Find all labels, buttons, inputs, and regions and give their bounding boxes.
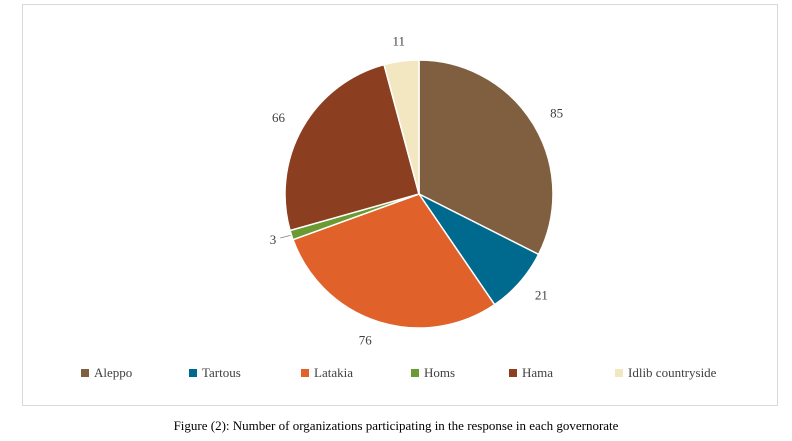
legend: Aleppo Tartous Latakia Homs Hama Idlib countr… bbox=[23, 365, 779, 389]
legend-item-tartous: Tartous bbox=[189, 365, 241, 381]
legend-swatch-homs bbox=[411, 369, 419, 377]
figure-caption: Figure (2): Number of organizations part… bbox=[173, 418, 619, 433]
data-label-aleppo: 85 bbox=[550, 105, 563, 120]
legend-label-tartous: Tartous bbox=[202, 365, 241, 380]
legend-item-idlib-countryside: Idlib countryside bbox=[615, 365, 716, 381]
legend-label-idlib-countryside: Idlib countryside bbox=[628, 365, 717, 380]
data-label-homs: 3 bbox=[270, 232, 277, 247]
legend-label-aleppo: Aleppo bbox=[94, 365, 133, 380]
data-label-idlib-countryside: 11 bbox=[392, 33, 405, 48]
pie-slice-hama bbox=[284, 63, 420, 232]
legend-label-latakia: Latakia bbox=[314, 365, 353, 380]
legend-swatch-idlib-countryside bbox=[615, 369, 623, 377]
data-label-tartous: 21 bbox=[535, 287, 548, 302]
legend-item-aleppo: Aleppo bbox=[81, 365, 132, 381]
pie-slice-idlib-countryside bbox=[383, 59, 420, 195]
legend-item-hama: Hama bbox=[509, 365, 553, 381]
legend-swatch-latakia bbox=[301, 369, 309, 377]
legend-item-homs: Homs bbox=[411, 365, 455, 381]
legend-label-homs: Homs bbox=[424, 365, 456, 380]
legend-swatch-aleppo bbox=[81, 369, 89, 377]
chart-frame: 85 21 76 3 66 11 Aleppo Tartous Latakia Homs Hama… bbox=[22, 4, 778, 406]
legend-swatch-tartous bbox=[189, 369, 197, 377]
pie-slice-aleppo bbox=[418, 59, 554, 256]
pie-slice-latakia bbox=[292, 193, 496, 329]
legend-item-latakia: Latakia bbox=[301, 365, 353, 381]
legend-swatch-hama bbox=[509, 369, 517, 377]
data-label-latakia: 76 bbox=[359, 333, 373, 348]
data-label-hama: 66 bbox=[272, 110, 286, 125]
leader-line-homs bbox=[280, 235, 291, 239]
legend-label-hama: Hama bbox=[522, 365, 554, 380]
pie-chart: 85 21 76 3 66 11 bbox=[270, 33, 563, 348]
